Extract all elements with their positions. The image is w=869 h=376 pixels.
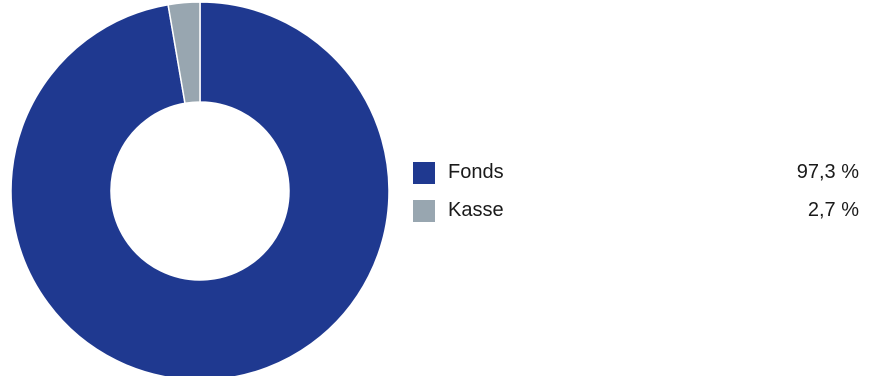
legend-label-fonds: Fonds (448, 161, 504, 183)
legend-item-fonds: Fonds 97,3 % (413, 158, 859, 196)
legend-swatch-fonds (413, 162, 435, 184)
slice-fonds (10, 1, 390, 376)
legend-item-kasse: Kasse 2,7 % (413, 196, 859, 234)
legend-label-kasse: Kasse (448, 199, 504, 221)
slice-kasse (167, 1, 201, 105)
legend-value-fonds: 97,3 % (796, 161, 859, 183)
legend-swatch-kasse (413, 200, 435, 222)
donut-chart (10, 1, 390, 376)
legend-value-kasse: 2,7 % (807, 199, 859, 221)
legend: Fonds 97,3 % Kasse 2,7 % (413, 158, 859, 234)
